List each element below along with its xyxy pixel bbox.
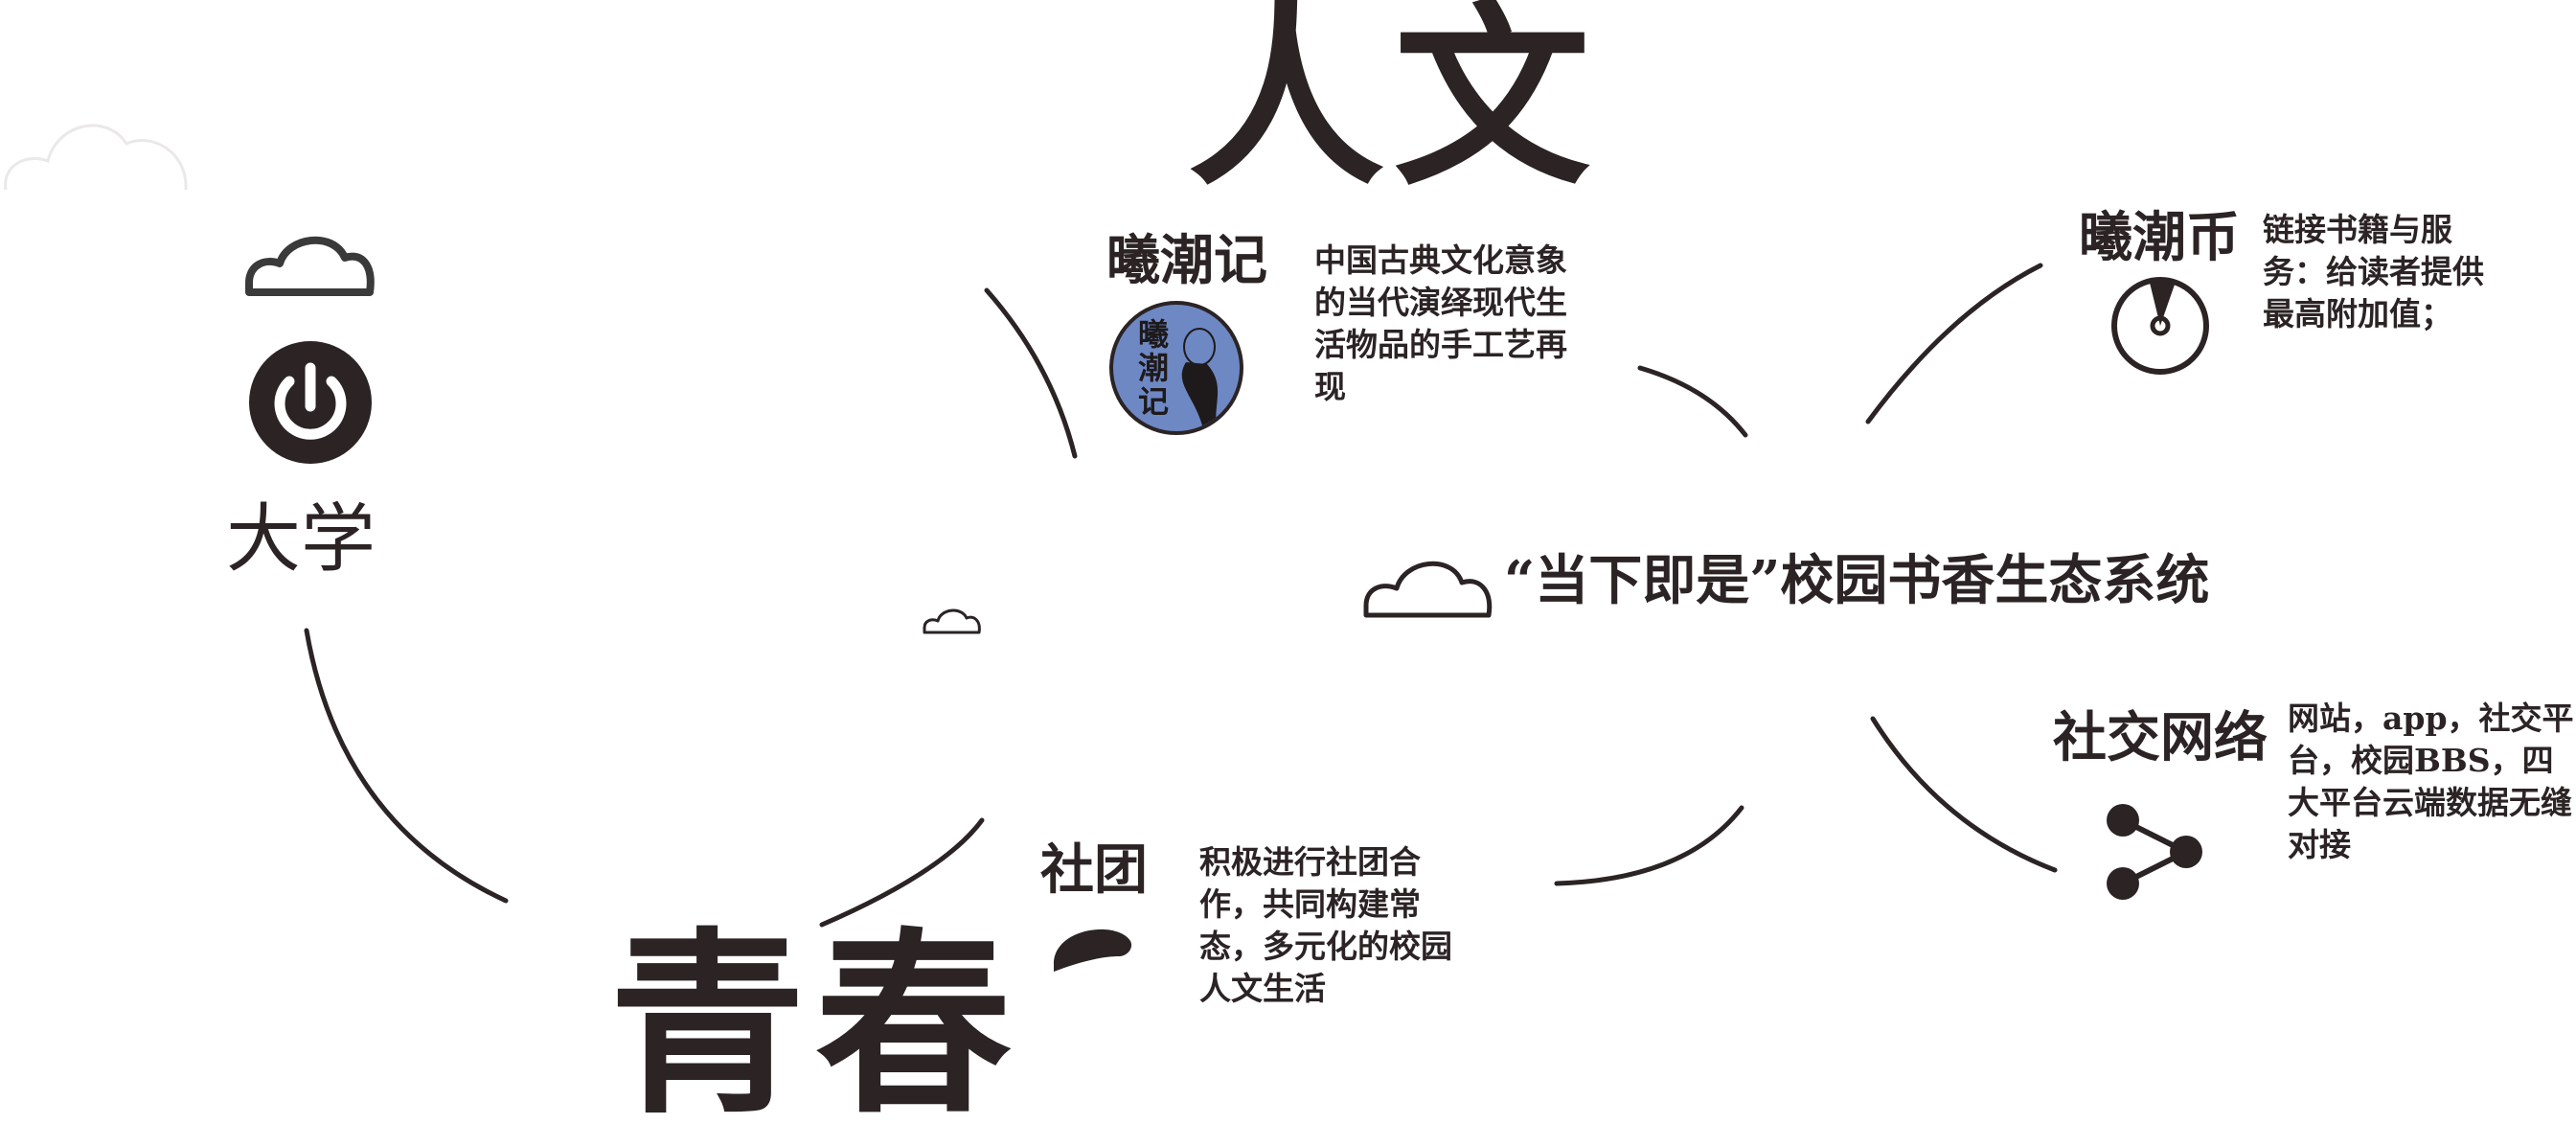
arc-upper-right (1865, 263, 2043, 424)
xichaoji-badge-icon: 曦潮记 (1109, 301, 1243, 435)
xichaoji-title: 曦潮记 (1106, 229, 1267, 292)
cloud-icon (245, 236, 375, 296)
coin-icon (2111, 277, 2209, 375)
center-cloud-icon (1363, 561, 1493, 618)
social-network-description: 网站，app，社交平台，校园BBS，四大平台云端数据无缝对接 (2288, 700, 2574, 863)
arc-lower-mid (1554, 805, 1744, 886)
arc-upper-left (984, 287, 1078, 459)
club-title: 社团 (1040, 838, 1148, 902)
arc-left (304, 628, 509, 904)
arc-upper-mid (1637, 365, 1748, 438)
university-label: 大学 (226, 496, 376, 583)
power-icon (249, 341, 372, 464)
club-description: 积极进行社团合作，共同构建常态，多元化的校园人文生活 (1199, 843, 1452, 1007)
share-icon (2107, 804, 2202, 900)
xichaobi-description: 链接书籍与服务：给读者提供最高附加值； (2263, 211, 2484, 333)
arc-lower-left (819, 817, 985, 928)
center-title: “当下即是”校园书香生态系统 (1504, 549, 2210, 612)
small-cloud-icon (923, 608, 981, 634)
badge-text: 曦潮记 (1137, 316, 1169, 420)
xichaobi-title: 曦潮币 (2079, 206, 2240, 269)
renwen-title: 人文 (1188, 0, 1600, 213)
xichaoji-description: 中国古典文化意象的当代演绎现代生活物品的手工艺再现 (1314, 241, 1567, 405)
faint-cloud-icon (4, 124, 188, 191)
social-network-title: 社交网络 (2053, 706, 2268, 769)
chat-bubble-icon (1054, 929, 1132, 972)
qingchun-title: 青春 (609, 910, 1021, 1140)
arc-lower-right (1870, 716, 2058, 873)
